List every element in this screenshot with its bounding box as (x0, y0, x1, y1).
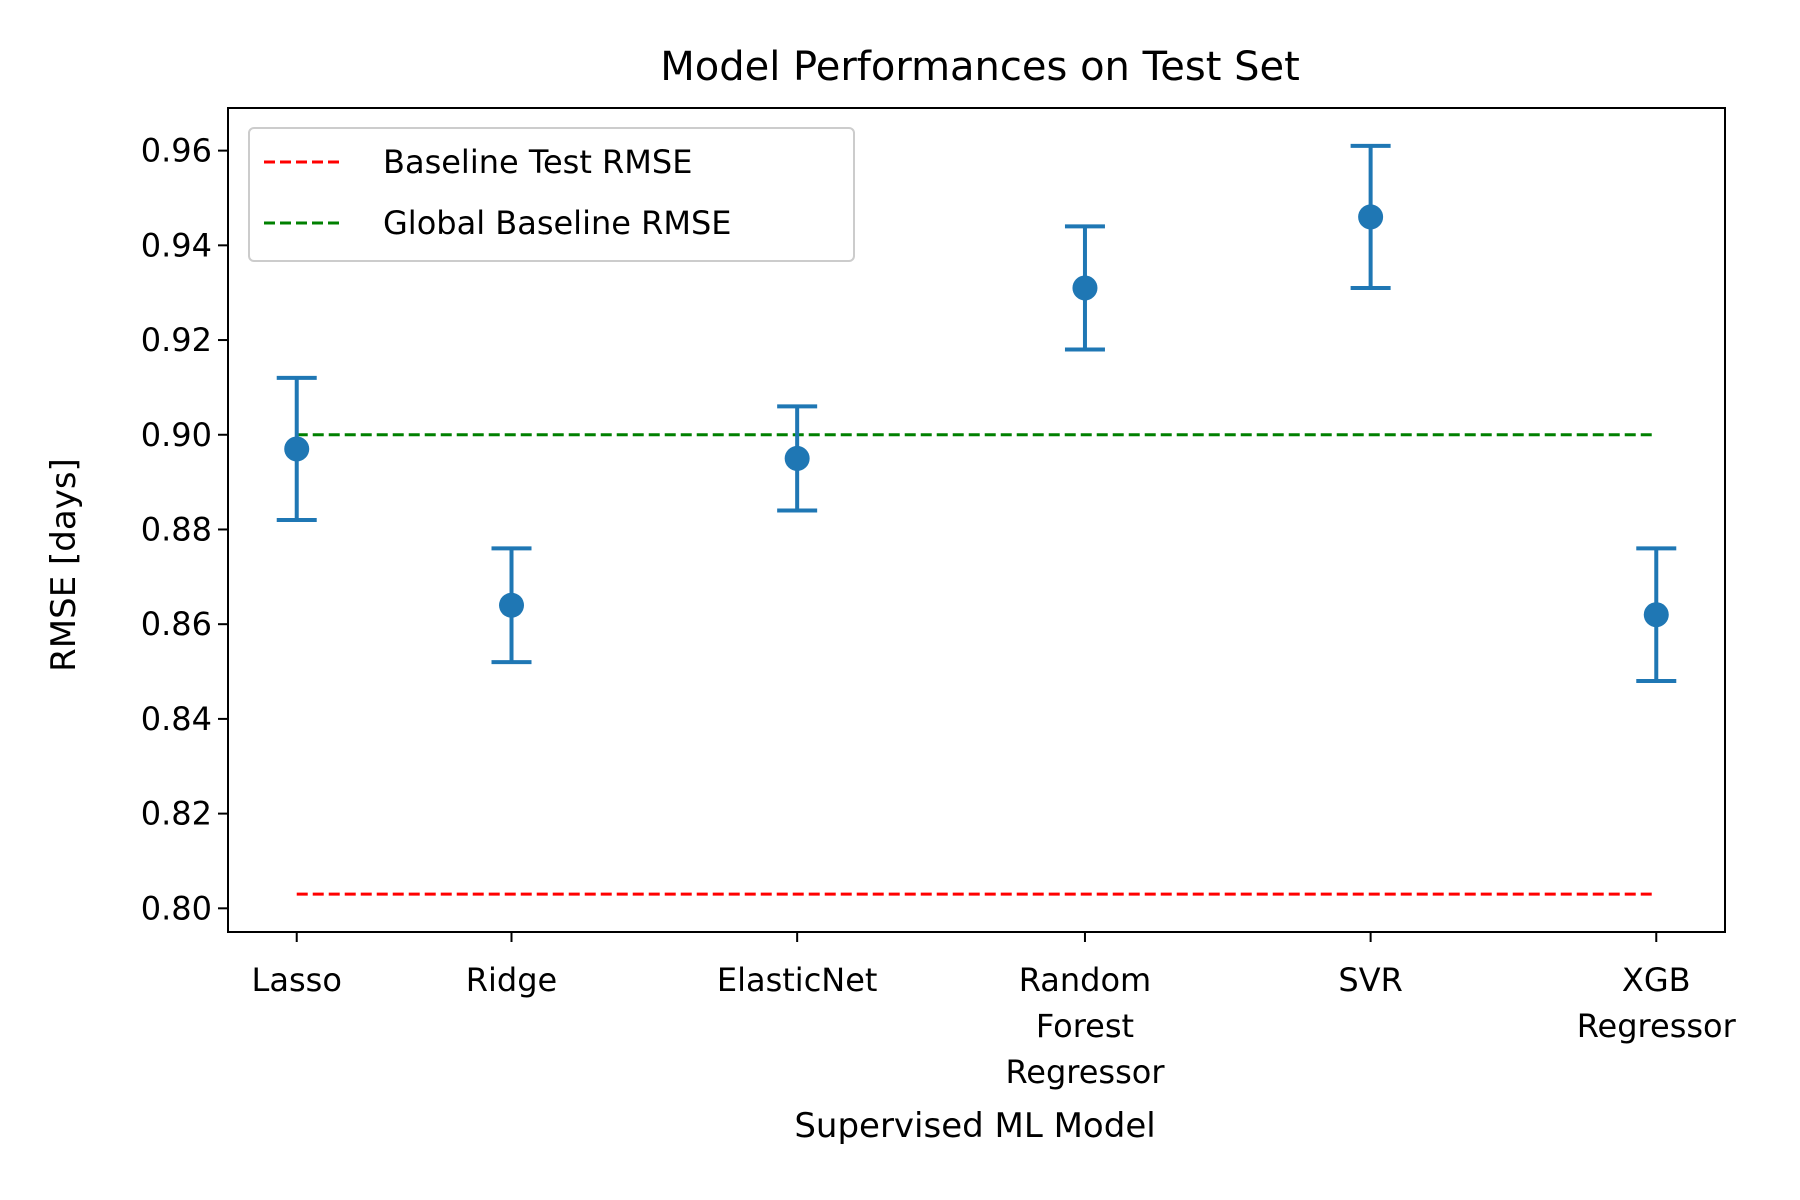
chart-title: Model Performances on Test Set (660, 44, 1300, 90)
x-tick-label: Lasso (252, 961, 342, 999)
legend: Baseline Test RMSE Global Baseline RMSE (248, 127, 855, 262)
x-tick-label: SVR (1338, 961, 1402, 999)
y-tick-label: 0.96 (141, 132, 212, 170)
data-point (1072, 275, 1098, 301)
x-tick-label: Ridge (466, 961, 557, 999)
plot-frame (227, 107, 1726, 933)
data-point (284, 436, 310, 462)
x-tick-label: XGB Regressor (1577, 961, 1737, 1045)
x-axis-ticks: Lasso Ridge ElasticNet Random Forest Regresso… (252, 932, 1737, 1091)
x-tick-label-line: XGB (1622, 961, 1691, 999)
x-tick-label-line: Ridge (466, 961, 557, 999)
x-tick-label-line: Random (1019, 961, 1151, 999)
y-tick-label: 0.82 (141, 795, 212, 833)
y-axis-ticks: 0.80 0.82 0.84 0.86 0.88 0.90 0.92 0.94 0.96 (141, 132, 228, 927)
y-tick-label: 0.92 (141, 321, 212, 359)
y-tick-label: 0.80 (141, 889, 212, 927)
legend-label: Baseline Test RMSE (383, 143, 692, 181)
y-tick-label: 0.90 (141, 416, 212, 454)
x-axis-label: Supervised ML Model (794, 1106, 1155, 1146)
x-tick-label-line: Regressor (1005, 1053, 1165, 1091)
x-tick-label: ElasticNet (717, 961, 878, 999)
y-tick-label: 0.84 (141, 700, 212, 738)
reference-lines (296, 433, 1657, 896)
x-tick-label-line: Regressor (1577, 1007, 1737, 1045)
x-tick-label-line: ElasticNet (717, 961, 878, 999)
y-tick-label: 0.86 (141, 605, 212, 643)
data-points (284, 204, 1669, 628)
legend-label: Global Baseline RMSE (383, 204, 731, 242)
x-tick-label-line: SVR (1338, 961, 1402, 999)
data-point (1643, 602, 1669, 628)
y-axis-label: RMSE [days] (44, 458, 84, 672)
x-tick-label-line: Lasso (252, 961, 342, 999)
data-point (499, 592, 525, 618)
x-tick-label-line: Forest (1036, 1007, 1134, 1045)
y-tick-label: 0.88 (141, 510, 212, 548)
data-point (784, 445, 810, 471)
x-tick-label: Random Forest Regressor (1005, 961, 1165, 1091)
data-point (1358, 204, 1384, 230)
legend-box (248, 127, 855, 262)
y-tick-label: 0.94 (141, 226, 212, 264)
